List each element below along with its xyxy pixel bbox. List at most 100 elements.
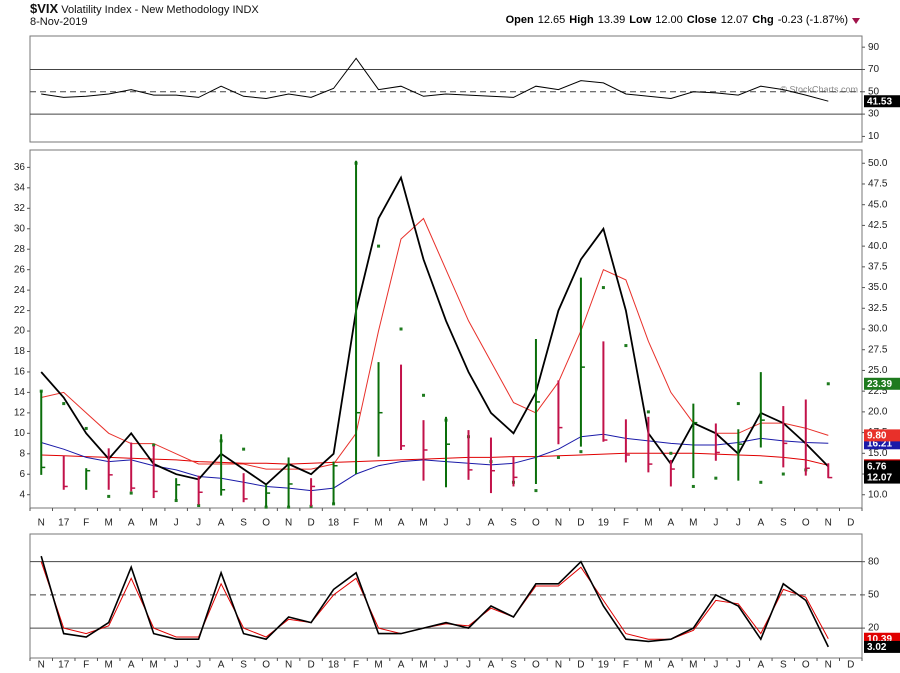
quote-value: 12.00 (655, 14, 683, 26)
y-tick-label: 32.5 (868, 303, 888, 314)
y-tick-label: 90 (868, 42, 880, 53)
sar-dot (377, 244, 381, 248)
x-tick-label: M (150, 518, 158, 529)
y-tick-label: 18 (14, 346, 26, 357)
value-box (864, 471, 900, 484)
y-tick-label: 8 (19, 448, 25, 459)
x-tick-label: N (555, 518, 562, 529)
x-tick-label: N (825, 518, 832, 529)
y-tick-label: 16 (14, 367, 26, 378)
y-tick-label: 32 (14, 203, 26, 214)
x-tick-label: A (668, 660, 675, 671)
quote: Open 12.65 High 13.39 Low 12.00 Close 12.07 Chg -… (506, 14, 860, 26)
x-tick-label: M (644, 518, 652, 529)
x-tick-label: M (105, 660, 113, 671)
x-tick-label: D (577, 660, 584, 671)
line-series (40, 175, 829, 486)
sar-dot (736, 402, 740, 406)
y-tick-label: 20.0 (868, 407, 888, 418)
y-tick-label: 50.0 (868, 158, 888, 169)
y-tick-label: 47.5 (868, 179, 888, 190)
sar-dot (399, 327, 403, 331)
x-tick-label: M (150, 660, 158, 671)
x-tick-label: J (174, 660, 179, 671)
x-tick-label: F (353, 660, 359, 671)
y-tick-label: 10.0 (868, 489, 888, 500)
x-tick-label: A (398, 660, 405, 671)
sar-dot (691, 484, 695, 488)
y-tick-label: 80 (868, 556, 880, 567)
x-tick-label: 18 (328, 518, 340, 529)
x-tick-label: O (802, 660, 810, 671)
sar-dot (129, 491, 133, 495)
x-tick-label: J (466, 518, 471, 529)
x-tick-label: S (240, 660, 247, 671)
x-tick-label: A (488, 518, 495, 529)
y-tick-label: 12 (14, 408, 26, 419)
sar-dot (714, 476, 718, 480)
x-tick-label: J (713, 518, 718, 529)
x-tick-label: N (825, 660, 832, 671)
x-tick-label: F (83, 660, 89, 671)
value-box (864, 429, 900, 442)
sar-dot (534, 489, 538, 493)
x-tick-label: F (623, 518, 629, 529)
x-tick-label: M (419, 660, 427, 671)
value-label: 9.80 (867, 431, 887, 442)
sar-dot (242, 447, 246, 451)
line-series (40, 555, 830, 648)
sar-dot (107, 494, 111, 498)
y-tick-label: 22 (14, 305, 26, 316)
x-tick-label: O (262, 518, 270, 529)
x-tick-label: A (757, 518, 764, 529)
x-tick-label: M (644, 660, 652, 671)
x-tick-label: F (83, 518, 89, 529)
sar-dot (174, 499, 178, 503)
y-tick-label: 15.0 (868, 448, 888, 459)
sar-dot (422, 393, 426, 397)
x-tick-label: A (128, 518, 135, 529)
y-tick-label: 30 (868, 109, 880, 120)
x-tick-label: M (419, 518, 427, 529)
panel-frame (29, 533, 863, 659)
x-tick-label: O (262, 660, 270, 671)
y-tick-label: 30 (14, 223, 26, 234)
x-tick-label: M (374, 518, 382, 529)
symbol: $VIX (30, 1, 59, 16)
y-tick-label: 35.0 (868, 282, 888, 293)
y-tick-label: 37.5 (868, 261, 888, 272)
value-label: 6.76 (867, 462, 887, 473)
y-tick-label: 50 (868, 86, 880, 97)
y-tick-label: 4 (19, 489, 25, 500)
x-tick-label: A (668, 518, 675, 529)
sar-dot (781, 472, 785, 476)
sar-dot (646, 410, 650, 414)
y-tick-label: 45.0 (868, 199, 888, 210)
quote-label: Chg (752, 14, 774, 26)
sar-dot (84, 426, 88, 430)
x-tick-label: J (444, 518, 449, 529)
x-tick-label: N (285, 518, 292, 529)
y-tick-label: 34 (14, 182, 26, 193)
x-tick-label: D (847, 660, 854, 671)
y-tick-label: 36 (14, 162, 26, 173)
x-tick-label: A (128, 660, 135, 671)
x-tick-label: S (780, 518, 787, 529)
x-tick-label: F (353, 518, 359, 529)
x-tick-label: O (802, 518, 810, 529)
sar-dot (152, 443, 156, 447)
x-tick-label: D (307, 660, 314, 671)
quote-label: Close (686, 14, 717, 26)
y-tick-label: 10 (14, 428, 26, 439)
x-tick-label: D (577, 518, 584, 529)
x-tick-label: J (444, 660, 449, 671)
x-tick-label: J (466, 660, 471, 671)
y-tick-label: 14 (14, 387, 26, 398)
quote-label: Open (505, 14, 534, 26)
x-tick-label: J (196, 660, 201, 671)
x-tick-label: S (780, 660, 787, 671)
sar-dot (826, 382, 830, 386)
sar-dot (287, 505, 291, 509)
